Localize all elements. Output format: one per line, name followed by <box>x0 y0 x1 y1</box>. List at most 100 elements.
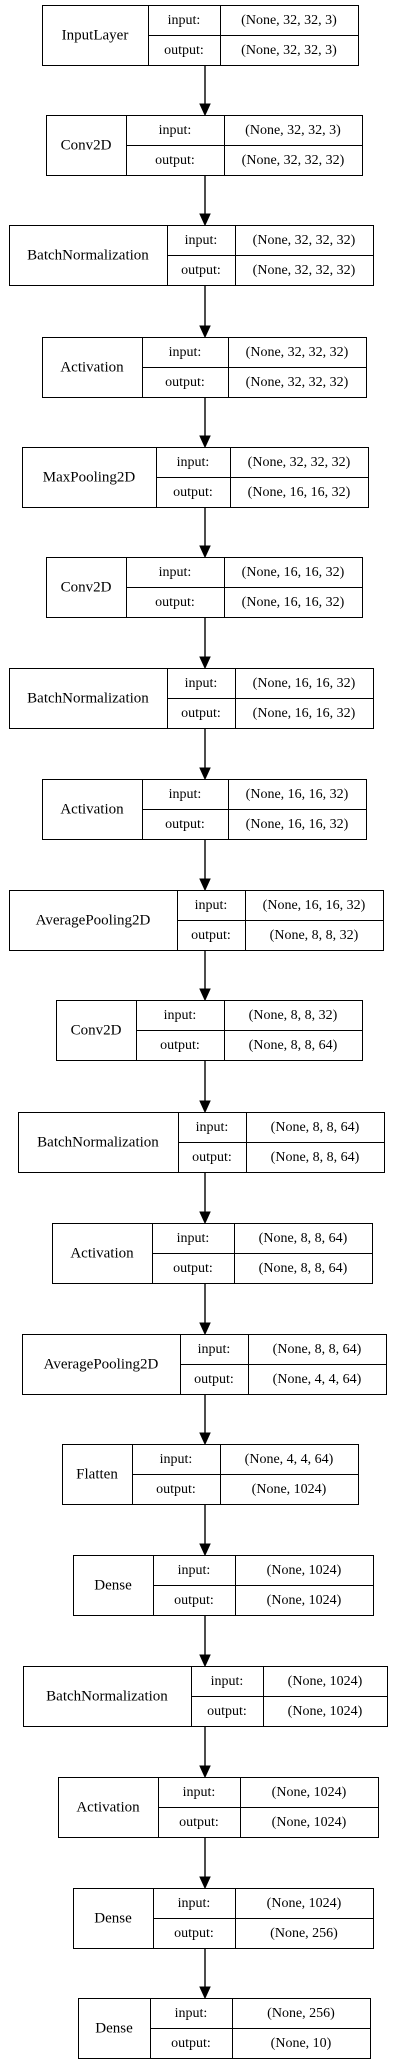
output-shape: (None, 1024) <box>272 1815 347 1830</box>
output-label: output: <box>173 1261 213 1276</box>
layer-name: Activation <box>60 801 124 817</box>
layer-name: InputLayer <box>62 27 129 43</box>
input-shape: (None, 32, 32, 32) <box>248 455 351 470</box>
output-label: output: <box>181 263 221 278</box>
input-label: input: <box>211 1674 244 1689</box>
layer-node: Activation input: output: (None, 32, 32, 32… <box>42 337 367 398</box>
arrowhead <box>199 767 211 781</box>
input-shape: (None, 1024) <box>288 1674 363 1689</box>
edge-arrow <box>199 398 211 449</box>
input-label: input: <box>164 1008 197 1023</box>
edge-arrow <box>199 729 211 781</box>
edge-arrow <box>199 1173 211 1225</box>
input-shape: (None, 32, 32, 3) <box>245 123 341 138</box>
input-shape: (None, 256) <box>267 2006 335 2021</box>
layer-name: Dense <box>95 2020 133 2036</box>
arrowhead <box>199 1986 211 2000</box>
output-label: output: <box>174 1926 214 1941</box>
layer-node: Conv2D input: output: (None, 8, 8, 32) (None… <box>56 1000 363 1061</box>
output-shape: (None, 32, 32, 32) <box>253 263 356 278</box>
output-label: output: <box>165 817 205 832</box>
output-label: output: <box>173 485 213 500</box>
layer-node: Activation input: output: (None, 1024) (None… <box>58 1777 379 1838</box>
layer-name: Dense <box>94 1910 132 1926</box>
input-shape: (None, 4, 4, 64) <box>245 1452 334 1467</box>
layer-name: Activation <box>76 1799 140 1815</box>
output-shape: (None, 1024) <box>288 1704 363 1719</box>
layer-node: Conv2D input: output: (None, 16, 16, 32) (No… <box>46 557 363 618</box>
layer-name: AveragePooling2D <box>36 912 151 928</box>
layer-node: AveragePooling2D input: output: (None, 8, 8… <box>22 1334 387 1395</box>
layer-node: Flatten input: output: (None, 4, 4, 64) (Non… <box>62 1444 359 1505</box>
edge-arrow <box>199 1838 211 1890</box>
edge-arrow <box>199 1727 211 1779</box>
input-shape: (None, 32, 32, 32) <box>246 345 349 360</box>
output-shape: (None, 10) <box>271 2036 332 2051</box>
input-label: input: <box>198 1342 231 1357</box>
layer-node: BatchNormalization input: output: (None, 10… <box>23 1666 388 1727</box>
layer-node: AveragePooling2D input: output: (None, 16, … <box>9 890 384 951</box>
output-shape: (None, 8, 8, 64) <box>259 1261 348 1276</box>
input-label: input: <box>160 1452 193 1467</box>
layer-node: Conv2D input: output: (None, 32, 32, 3) (Non… <box>46 115 363 176</box>
layer-node: Activation input: output: (None, 8, 8, 64) (… <box>52 1223 373 1284</box>
output-shape: (None, 16, 16, 32) <box>253 706 356 721</box>
input-shape: (None, 16, 16, 32) <box>253 676 356 691</box>
layer-name: AveragePooling2D <box>44 1356 159 1372</box>
layer-node: Dense input: output: (None, 1024) (None, 256… <box>73 1888 374 1949</box>
layer-name: Conv2D <box>61 137 112 153</box>
output-shape: (None, 1024) <box>252 1482 327 1497</box>
output-label: output: <box>207 1704 247 1719</box>
arrowhead <box>199 656 211 670</box>
layer-node: Dense input: output: (None, 256) (None, 10) <box>78 1998 371 2059</box>
output-shape: (None, 16, 16, 32) <box>248 485 351 500</box>
output-label: output: <box>165 375 205 390</box>
arrowhead <box>199 103 211 117</box>
layer-name: MaxPooling2D <box>43 469 136 485</box>
output-label: output: <box>181 706 221 721</box>
edge-arrow <box>199 176 211 227</box>
output-label: output: <box>155 153 195 168</box>
input-shape: (None, 1024) <box>267 1563 342 1578</box>
layer-name: Conv2D <box>61 579 112 595</box>
output-shape: (None, 16, 16, 32) <box>242 595 345 610</box>
edge-arrow <box>199 1505 211 1557</box>
output-label: output: <box>194 1372 234 1387</box>
output-shape: (None, 4, 4, 64) <box>273 1372 362 1387</box>
input-shape: (None, 8, 8, 64) <box>273 1342 362 1357</box>
edge-arrow <box>199 618 211 670</box>
input-label: input: <box>159 565 192 580</box>
input-shape: (None, 16, 16, 32) <box>242 565 345 580</box>
input-label: input: <box>177 1231 210 1246</box>
layer-name: Activation <box>60 359 124 375</box>
output-shape: (None, 256) <box>270 1926 338 1941</box>
output-shape: (None, 32, 32, 3) <box>241 43 337 58</box>
edge-arrow <box>199 66 211 117</box>
input-shape: (None, 1024) <box>272 1785 347 1800</box>
arrowhead <box>199 1876 211 1890</box>
output-label: output: <box>164 43 204 58</box>
arrowhead <box>199 545 211 559</box>
input-label: input: <box>175 2006 208 2021</box>
arrowhead <box>199 325 211 339</box>
edge-arrow <box>199 840 211 892</box>
arrowhead <box>199 435 211 449</box>
layer-name: BatchNormalization <box>46 1688 168 1704</box>
layer-node: InputLayer input: output: (None, 32, 32, 3)… <box>42 5 359 66</box>
output-shape: (None, 8, 8, 64) <box>271 1150 360 1165</box>
input-label: input: <box>178 1896 211 1911</box>
output-label: output: <box>155 595 195 610</box>
arrowhead <box>199 1322 211 1336</box>
input-label: input: <box>185 676 218 691</box>
arrowhead <box>199 213 211 227</box>
input-label: input: <box>177 455 210 470</box>
layer-node: BatchNormalization input: output: (None, 32… <box>9 225 374 286</box>
arrowhead <box>199 1765 211 1779</box>
input-shape: (None, 32, 32, 32) <box>253 233 356 248</box>
output-label: output: <box>156 1482 196 1497</box>
input-label: input: <box>169 787 202 802</box>
input-label: input: <box>183 1785 216 1800</box>
arrowhead <box>199 1100 211 1114</box>
input-shape: (None, 8, 8, 64) <box>271 1120 360 1135</box>
